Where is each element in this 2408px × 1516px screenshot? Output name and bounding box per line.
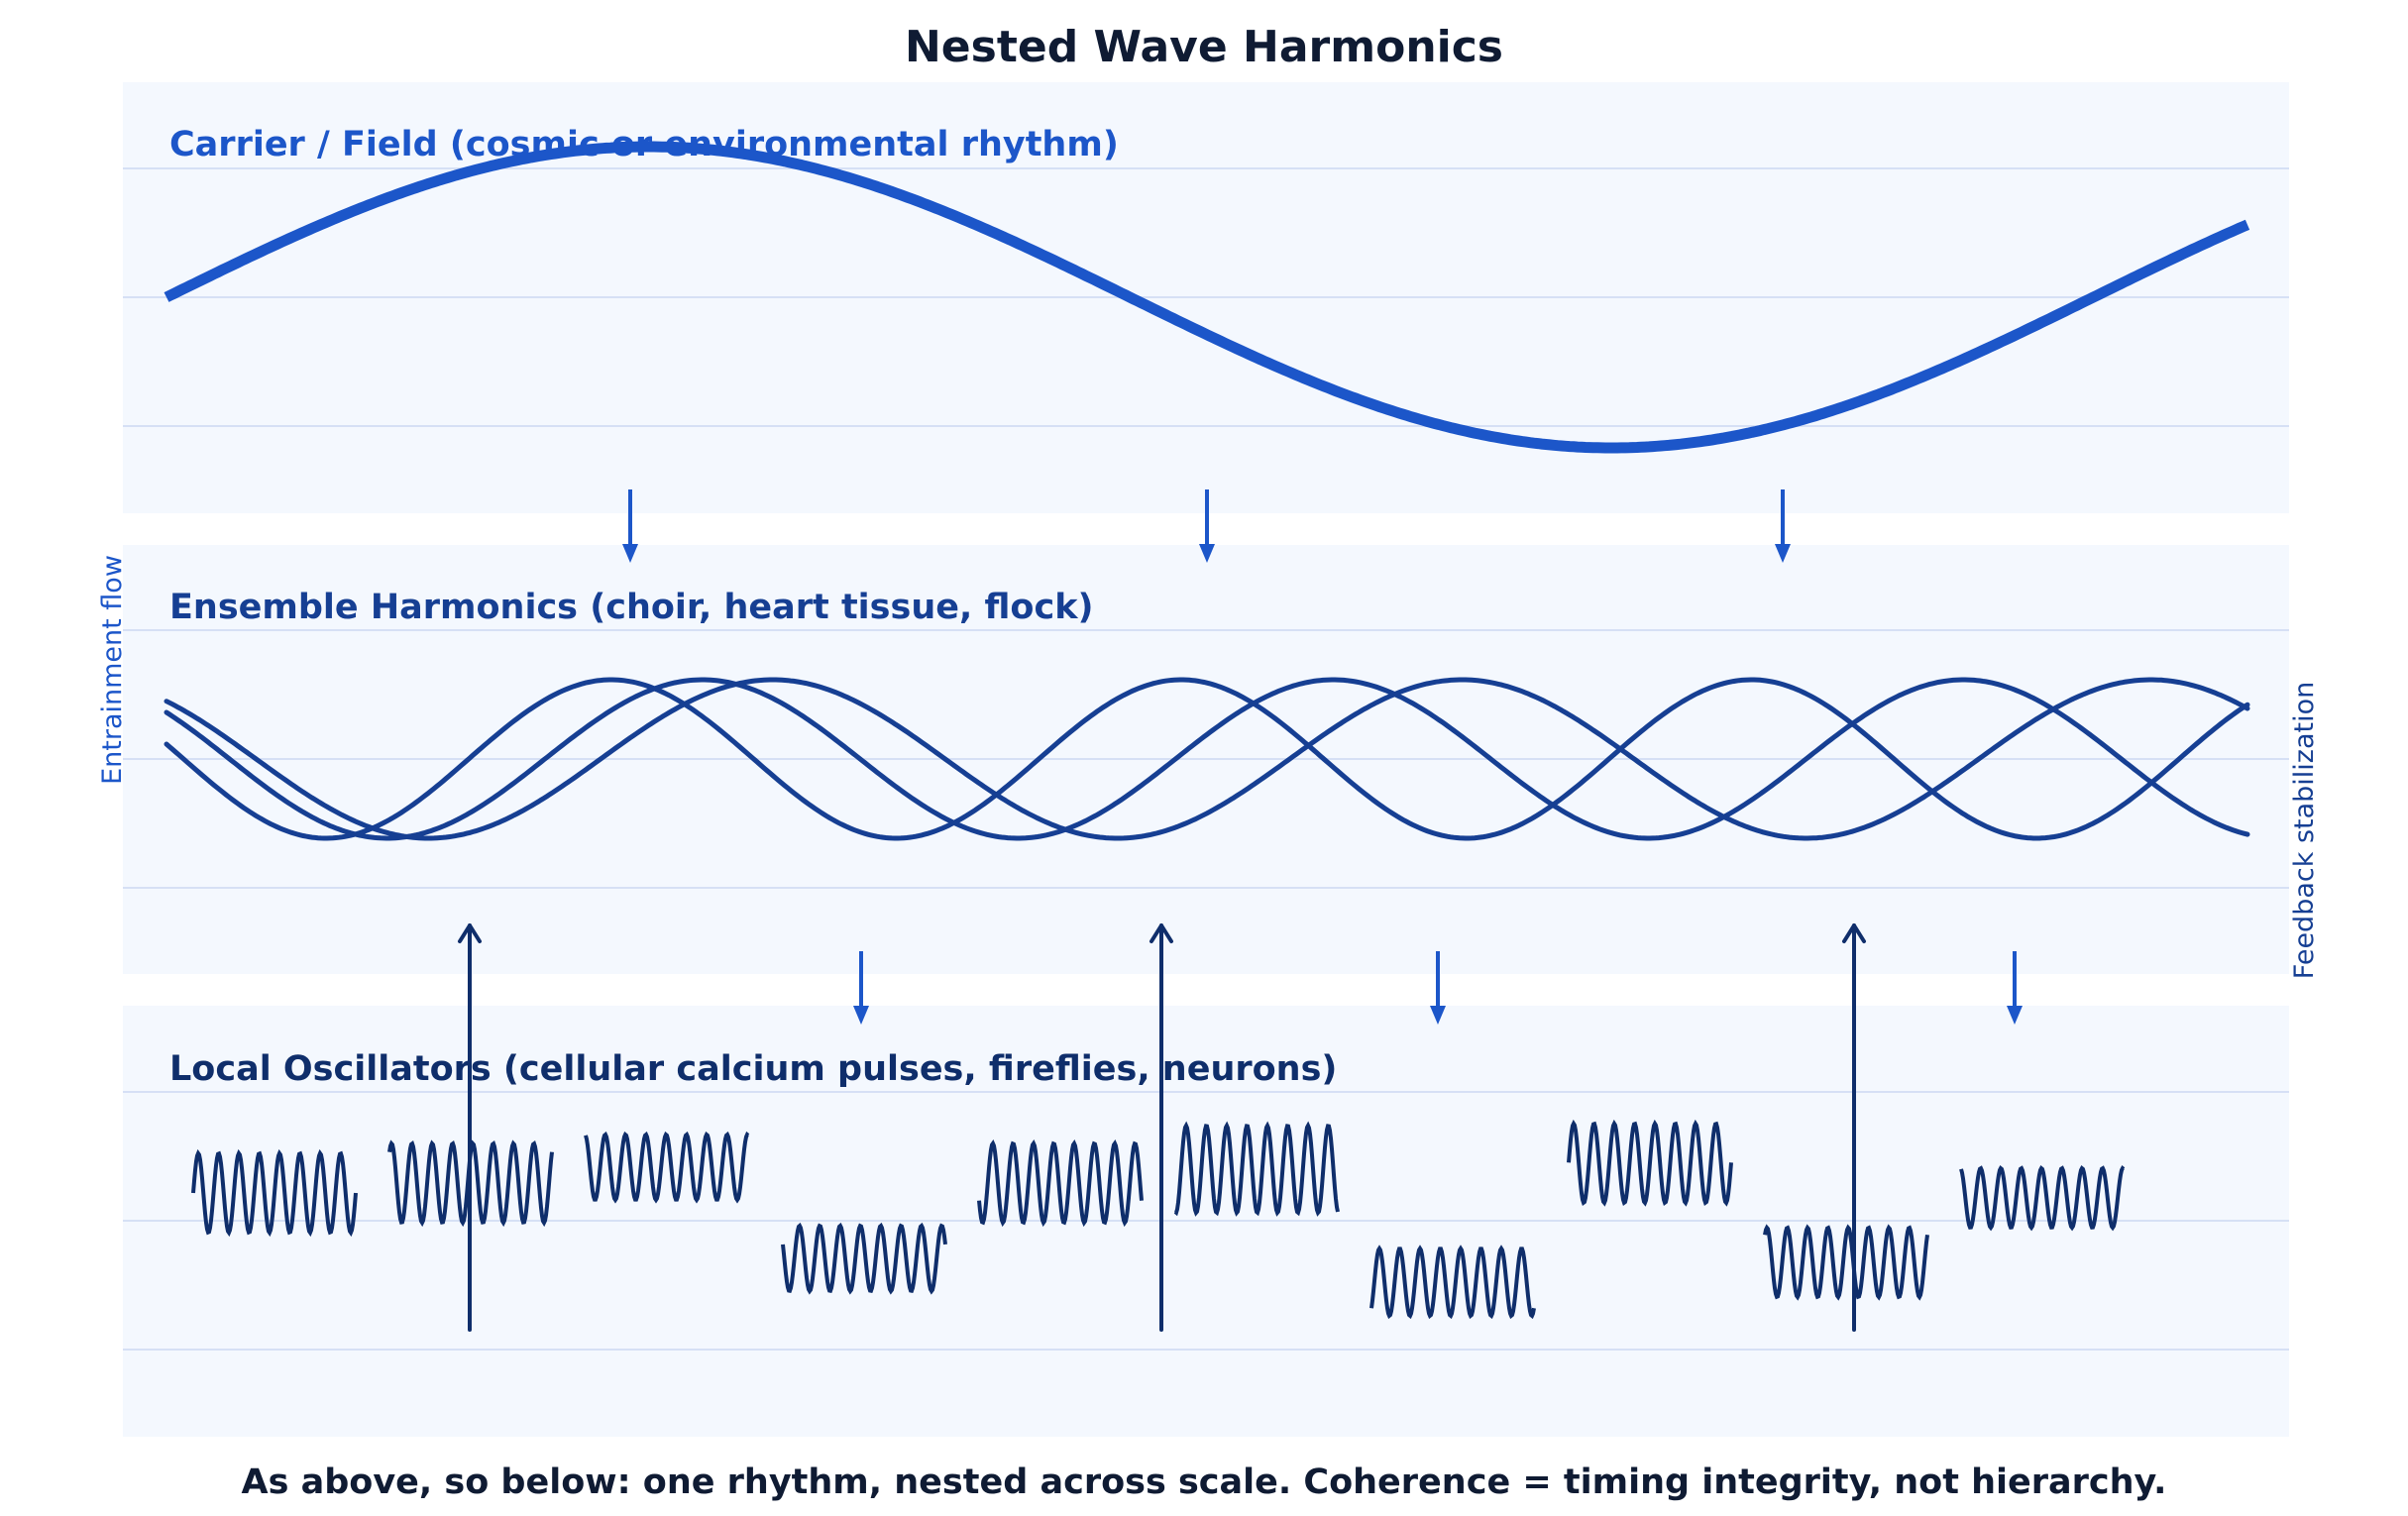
down-arrow — [1775, 489, 1791, 563]
carrier-panel-title: Carrier / Field (cosmic or environmental… — [169, 125, 1119, 164]
down-arrow — [853, 951, 869, 1025]
down-arrow — [1199, 489, 1215, 563]
ensemble-panel-title: Ensemble Harmonics (choir, heart tissue,… — [169, 588, 1094, 627]
local-panel-title: Local Oscillators (cellular calcium puls… — [169, 1049, 1337, 1089]
down-arrow — [622, 489, 638, 563]
local-oscillator-burst — [781, 1222, 947, 1295]
local-oscillator-burst — [1369, 1245, 1536, 1320]
ensemble-wave — [164, 677, 2250, 841]
local-oscillator-burst — [977, 1138, 1144, 1228]
ensemble-wave — [164, 677, 2250, 841]
local-oscillator-burst — [1567, 1119, 1733, 1207]
entrainment-arrows-lower — [853, 951, 2023, 1025]
entrainment-arrows-upper — [622, 489, 1791, 563]
gridlines — [123, 167, 2289, 1351]
local-oscillator-burst — [584, 1131, 750, 1204]
ensemble-wave — [164, 677, 2250, 841]
local-oscillator-burst — [191, 1148, 358, 1238]
ensemble-waves — [164, 677, 2250, 841]
carrier-wave — [164, 141, 2250, 454]
feedback-stabilization-label: Feedback stabilization — [2289, 682, 2320, 979]
up-arrow — [1842, 923, 1866, 1332]
local-oscillators — [191, 1119, 2126, 1320]
local-oscillator-burst — [1959, 1165, 2126, 1232]
up-arrow — [458, 923, 482, 1332]
diagram-title: Nested Wave Harmonics — [905, 22, 1503, 72]
feedback-arrows — [458, 923, 1866, 1332]
up-arrow — [1149, 923, 1173, 1332]
down-arrow — [1430, 951, 1446, 1025]
local-oscillator-burst — [1173, 1121, 1340, 1217]
local-oscillator-burst — [1763, 1224, 1929, 1301]
entrainment-flow-label: Entrainment flow — [97, 555, 128, 785]
down-arrow — [2007, 951, 2023, 1025]
caption: As above, so below: one rhythm, nested a… — [242, 1462, 2167, 1502]
